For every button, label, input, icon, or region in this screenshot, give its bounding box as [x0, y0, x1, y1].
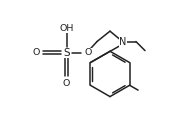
- Text: O: O: [63, 79, 70, 88]
- Text: OH: OH: [59, 24, 74, 33]
- Text: O: O: [33, 48, 40, 57]
- Text: O: O: [85, 48, 92, 57]
- Text: N: N: [119, 37, 127, 47]
- Text: S: S: [63, 48, 70, 58]
